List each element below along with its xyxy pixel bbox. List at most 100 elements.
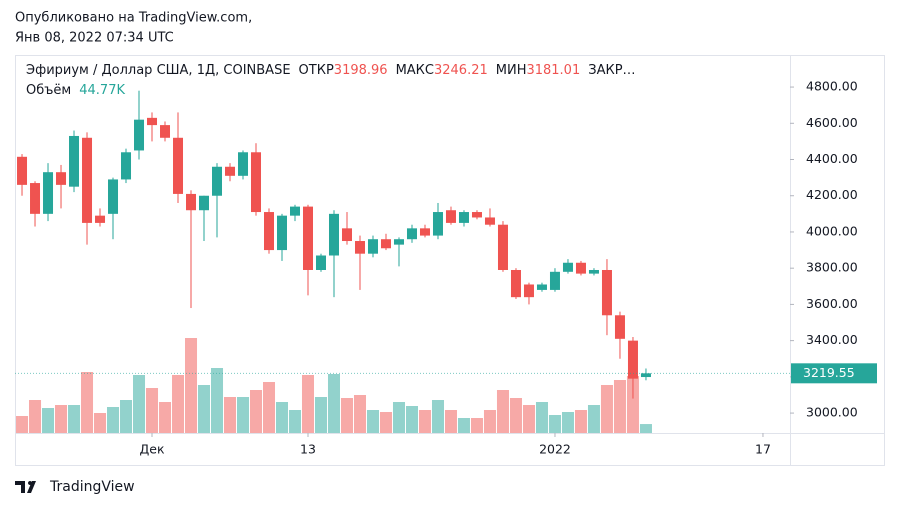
volume-bar: [275, 402, 288, 433]
volume-bar: [405, 406, 418, 433]
candle-body: [69, 135, 80, 187]
volume-bar: [172, 375, 185, 433]
volume-bar: [314, 397, 327, 433]
x-tick-label: 17: [755, 442, 771, 457]
candle-body: [315, 255, 326, 270]
volume-bar: [522, 405, 535, 433]
volume-bar: [16, 416, 29, 433]
candle-body: [108, 179, 119, 214]
candle-body: [95, 215, 106, 223]
volume-bar: [496, 390, 509, 433]
volume-bar: [444, 410, 457, 433]
brand: TradingView: [49, 479, 135, 495]
candle-body: [43, 172, 54, 214]
volume-bar: [613, 380, 626, 433]
candle-body: [134, 119, 145, 151]
candle-body: [225, 166, 236, 176]
volume-bar: [392, 402, 405, 433]
volume-bar: [535, 402, 548, 433]
candle-body: [445, 210, 456, 223]
candle-body: [497, 224, 508, 270]
last-price-label: 3219.55: [803, 365, 855, 380]
candle-body: [264, 212, 275, 251]
volume-bar: [198, 385, 211, 433]
legend-label: МИН: [496, 63, 527, 78]
volume-bar: [548, 415, 561, 433]
candle-body: [510, 269, 521, 298]
candle-body: [199, 195, 210, 211]
candle-body: [458, 212, 469, 223]
candle-body: [302, 206, 313, 270]
volume-bar: [42, 408, 55, 433]
plot: [16, 90, 652, 433]
candle-body: [186, 193, 197, 211]
volume-bar: [55, 405, 68, 433]
candle-body: [289, 206, 300, 216]
volume-bar: [470, 418, 483, 433]
volume-bar: [418, 410, 431, 433]
volume-bar: [120, 400, 133, 433]
candle-body: [471, 212, 482, 218]
candle-body: [276, 215, 287, 251]
candle-body: [549, 271, 560, 290]
volume-bar: [327, 374, 340, 433]
last-price-box: [791, 363, 877, 384]
volume-bar: [107, 407, 120, 433]
volume-bar: [159, 402, 172, 433]
candle-body: [17, 156, 28, 185]
volume-bar: [301, 375, 314, 433]
published-text: Опубликовано на TradingView.com,: [15, 11, 252, 26]
candle-body: [147, 117, 158, 126]
volume-bar: [561, 412, 574, 433]
volume-bar: [146, 388, 159, 433]
y-tick-label: 3800.00: [806, 260, 858, 275]
candle-body: [380, 239, 391, 249]
legend-label: МАКС: [396, 63, 434, 78]
volume-bar: [431, 400, 444, 433]
volume-bar: [81, 372, 94, 433]
legend-label: ЗАКР…: [588, 63, 635, 78]
candle-body: [575, 262, 586, 274]
legend-value: 3246.21: [434, 63, 488, 78]
volume-bar: [185, 338, 198, 433]
y-tick-label: 4800.00: [806, 79, 858, 94]
chart-frame: [15, 55, 885, 466]
volume-bar: [211, 368, 224, 433]
y-tick-label: 4000.00: [806, 223, 858, 238]
candle-body: [523, 284, 534, 298]
volume-bar: [353, 395, 366, 433]
y-tick-label: 3600.00: [806, 296, 858, 311]
candle-body: [354, 241, 365, 254]
volume-value: 44.77K: [79, 83, 125, 98]
candle-body: [627, 340, 638, 379]
legend-label: ОТКР: [299, 63, 334, 78]
legend-value: 3198.96: [334, 63, 388, 78]
legend: Эфириум / Доллар США, 1Д, COINBASE ОТКР31…: [26, 63, 636, 78]
candle-body: [588, 269, 599, 274]
volume-legend: Объём 44.77K: [26, 83, 125, 98]
candle-body: [160, 125, 171, 138]
volume-bar: [483, 410, 496, 433]
candle-body: [251, 152, 262, 213]
volume-bar: [639, 424, 652, 433]
candle-body: [212, 166, 223, 196]
symbol: Эфириум / Доллар США, 1Д, COINBASE: [26, 63, 291, 78]
volume-bar: [94, 413, 107, 433]
volume-bar: [379, 412, 392, 433]
candle-body: [406, 228, 417, 240]
volume-bar: [574, 410, 587, 433]
candle-body: [328, 213, 339, 256]
volume-bar: [366, 410, 379, 433]
logo: TradingView: [15, 479, 135, 495]
volume-bar: [600, 385, 613, 433]
candle-body: [238, 152, 249, 176]
legend-value: 3181.01: [526, 63, 580, 78]
volume-bar: [68, 405, 81, 433]
y-tick-label: 4400.00: [806, 151, 858, 166]
x-tick-label: Дек: [140, 442, 165, 457]
candle-body: [367, 239, 378, 254]
volume-bar: [587, 405, 600, 433]
volume-bar: [288, 410, 301, 433]
y-tick-label: 4200.00: [806, 187, 858, 202]
candle-body: [30, 183, 41, 214]
